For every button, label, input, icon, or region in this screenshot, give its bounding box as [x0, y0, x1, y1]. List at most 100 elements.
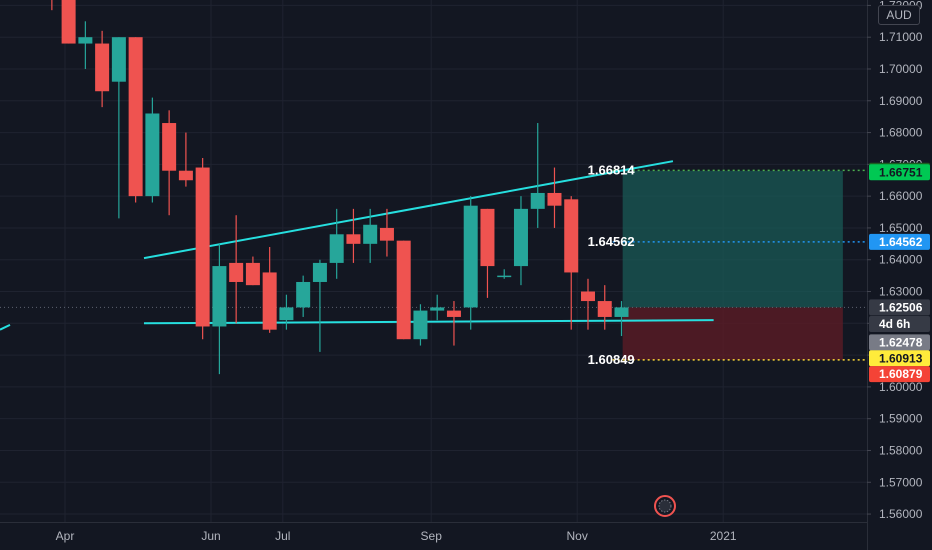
price-tag-bg — [869, 366, 930, 383]
upper-trendline[interactable] — [143, 160, 674, 260]
lower-trendline[interactable] — [143, 319, 714, 325]
candle-body — [413, 310, 428, 340]
price-tick-label: 1.59000 — [879, 412, 923, 426]
price-tag: 1.60913 — [869, 350, 930, 367]
candle — [497, 269, 512, 279]
candle — [513, 196, 528, 286]
candle — [564, 196, 579, 330]
price-tag-bg — [869, 334, 930, 351]
candle-body — [547, 192, 562, 206]
loss-zone[interactable] — [622, 307, 843, 360]
candle-body — [363, 224, 378, 244]
candle — [145, 97, 160, 203]
candle-body — [446, 310, 461, 317]
candle-body — [346, 234, 361, 244]
trendlines[interactable] — [0, 160, 714, 331]
trendline-fragment — [0, 323, 11, 331]
candle-body — [580, 291, 595, 302]
price-tag: 1.62506 — [869, 299, 930, 316]
candle — [363, 208, 378, 263]
candle-body — [128, 37, 143, 197]
candle-body — [614, 307, 629, 317]
price-tick-label: 1.69000 — [879, 94, 923, 108]
price-tag: 4d 6h — [869, 315, 930, 332]
price-tick-label: 1.65000 — [879, 221, 923, 235]
price-tick-label: 1.58000 — [879, 443, 923, 457]
candle-body — [296, 281, 311, 308]
price-tick-label: 1.63000 — [879, 285, 923, 299]
price-annotation-label: 1.60849 — [588, 352, 635, 367]
price-tag-bg — [869, 299, 930, 316]
time-tick-label: Nov — [567, 529, 588, 543]
candle-body — [78, 37, 93, 44]
price-tag-bg — [869, 350, 930, 367]
candle — [379, 208, 394, 257]
candle — [547, 167, 562, 228]
profit-zone[interactable] — [622, 170, 843, 308]
candle — [580, 278, 595, 330]
candle-body — [379, 227, 394, 241]
candle-body — [229, 262, 244, 282]
event-marker-icon[interactable] — [654, 495, 676, 517]
candle — [312, 259, 327, 352]
candle-body — [195, 167, 210, 327]
candle-body — [279, 307, 294, 321]
candle-body — [95, 43, 110, 92]
candle — [530, 123, 545, 228]
candle-body — [61, 0, 76, 44]
price-annotations: 1.66814 1.64562 1.60849 — [588, 162, 636, 366]
candle-body — [597, 301, 612, 317]
price-annotation-label: 1.64562 — [588, 234, 635, 249]
candle-body — [212, 266, 227, 327]
candle — [597, 285, 612, 330]
candle — [111, 37, 126, 219]
candle — [178, 132, 193, 187]
candles — [51, 0, 629, 375]
candle — [296, 275, 311, 317]
candle — [279, 294, 294, 330]
price-tag-label: 1.62478 — [879, 335, 923, 349]
event-marker-inner — [658, 499, 672, 513]
candle — [212, 243, 227, 375]
price-tag: 1.60879 — [869, 366, 930, 383]
candle — [128, 37, 143, 203]
time-tick-label: Jun — [201, 529, 220, 543]
price-tick-label: 1.68000 — [879, 126, 923, 140]
candle-body — [463, 205, 478, 308]
candle — [61, 0, 76, 44]
candle-body — [530, 192, 545, 209]
candle-body — [162, 123, 177, 171]
time-axis[interactable]: Apr Jun Jul Sep Nov 2021 — [0, 522, 867, 550]
candle — [463, 196, 478, 330]
candle — [262, 247, 277, 333]
price-axis[interactable]: 1.560001.570001.580001.590001.600001.610… — [867, 0, 932, 550]
candle — [446, 301, 461, 346]
candle — [195, 157, 210, 340]
price-tag: 1.62478 — [869, 334, 930, 351]
currency-label[interactable]: AUD — [878, 5, 920, 25]
price-tick-label: 1.70000 — [879, 62, 923, 76]
price-tag: 1.66751 — [869, 164, 930, 181]
price-tick-label: 1.60000 — [879, 380, 923, 394]
candle-body — [497, 275, 512, 278]
candle-body — [145, 113, 160, 197]
candle-body — [430, 307, 445, 311]
candle — [78, 21, 93, 69]
price-tag-label: 1.60879 — [879, 367, 923, 381]
price-tag-label: 1.66751 — [879, 165, 923, 179]
position-zones — [0, 169, 867, 361]
candle — [245, 256, 260, 286]
candle — [95, 30, 110, 108]
price-tag-bg — [869, 233, 930, 250]
price-tick-label: 1.71000 — [879, 30, 923, 44]
candle — [229, 215, 244, 324]
time-tick-label: Jul — [275, 529, 290, 543]
price-tag-label: 1.60913 — [879, 351, 923, 365]
candle-body — [564, 199, 579, 273]
price-tick-label: 1.64000 — [879, 253, 923, 267]
price-tag-label: 1.62506 — [879, 300, 923, 314]
candle — [329, 208, 344, 279]
